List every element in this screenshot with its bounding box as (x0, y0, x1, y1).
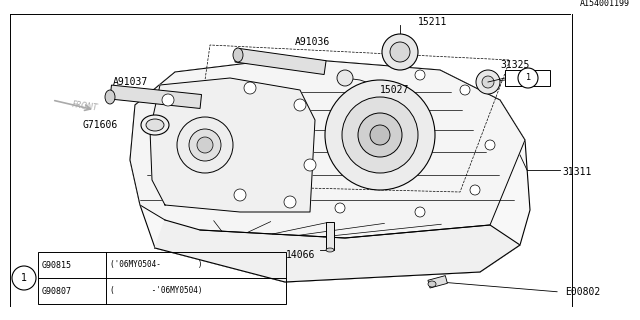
Ellipse shape (326, 248, 334, 252)
Bar (326, 222, 334, 250)
Circle shape (177, 117, 233, 173)
Ellipse shape (146, 119, 164, 131)
Circle shape (197, 137, 213, 153)
Ellipse shape (105, 90, 115, 104)
Circle shape (415, 207, 425, 217)
Circle shape (518, 68, 538, 88)
Circle shape (470, 185, 480, 195)
Bar (235, 48, 326, 75)
Bar (428, 276, 447, 288)
Text: A154001199: A154001199 (580, 0, 630, 8)
Text: G71606: G71606 (83, 120, 118, 130)
Text: E00802: E00802 (565, 287, 600, 297)
Circle shape (390, 42, 410, 62)
Circle shape (358, 113, 402, 157)
Ellipse shape (233, 48, 243, 62)
Ellipse shape (141, 115, 169, 135)
Circle shape (189, 129, 221, 161)
Polygon shape (130, 58, 525, 238)
Circle shape (337, 70, 353, 86)
Circle shape (415, 70, 425, 80)
Polygon shape (155, 220, 520, 282)
Circle shape (342, 97, 418, 173)
Circle shape (12, 266, 36, 290)
Text: ('06MY0504-        ): ('06MY0504- ) (110, 260, 202, 269)
Circle shape (294, 99, 306, 111)
Text: 14066: 14066 (285, 250, 315, 260)
Circle shape (370, 125, 390, 145)
Text: 1: 1 (21, 273, 27, 283)
Ellipse shape (428, 281, 436, 287)
Circle shape (244, 82, 256, 94)
Circle shape (485, 140, 495, 150)
Polygon shape (130, 58, 530, 282)
Text: (        -'06MY0504): ( -'06MY0504) (110, 286, 202, 295)
Text: 15027: 15027 (380, 85, 410, 95)
Circle shape (335, 203, 345, 213)
Text: 31311: 31311 (562, 167, 591, 177)
Circle shape (382, 34, 418, 70)
Text: A91037: A91037 (113, 77, 148, 87)
Bar (38, 252, 286, 304)
Bar (505, 70, 550, 86)
Polygon shape (150, 78, 315, 212)
Text: 15211: 15211 (418, 17, 447, 27)
Text: 31325: 31325 (500, 60, 529, 70)
Text: G90815: G90815 (42, 260, 72, 269)
Circle shape (325, 80, 435, 190)
Circle shape (482, 76, 494, 88)
Text: FRONT: FRONT (72, 100, 99, 113)
Text: A91036: A91036 (295, 37, 330, 47)
Circle shape (476, 70, 500, 94)
Circle shape (284, 196, 296, 208)
Circle shape (234, 189, 246, 201)
Text: 1: 1 (525, 74, 531, 83)
Circle shape (304, 159, 316, 171)
Circle shape (162, 94, 174, 106)
Text: G90807: G90807 (42, 286, 72, 295)
Circle shape (460, 85, 470, 95)
Bar (110, 85, 202, 108)
